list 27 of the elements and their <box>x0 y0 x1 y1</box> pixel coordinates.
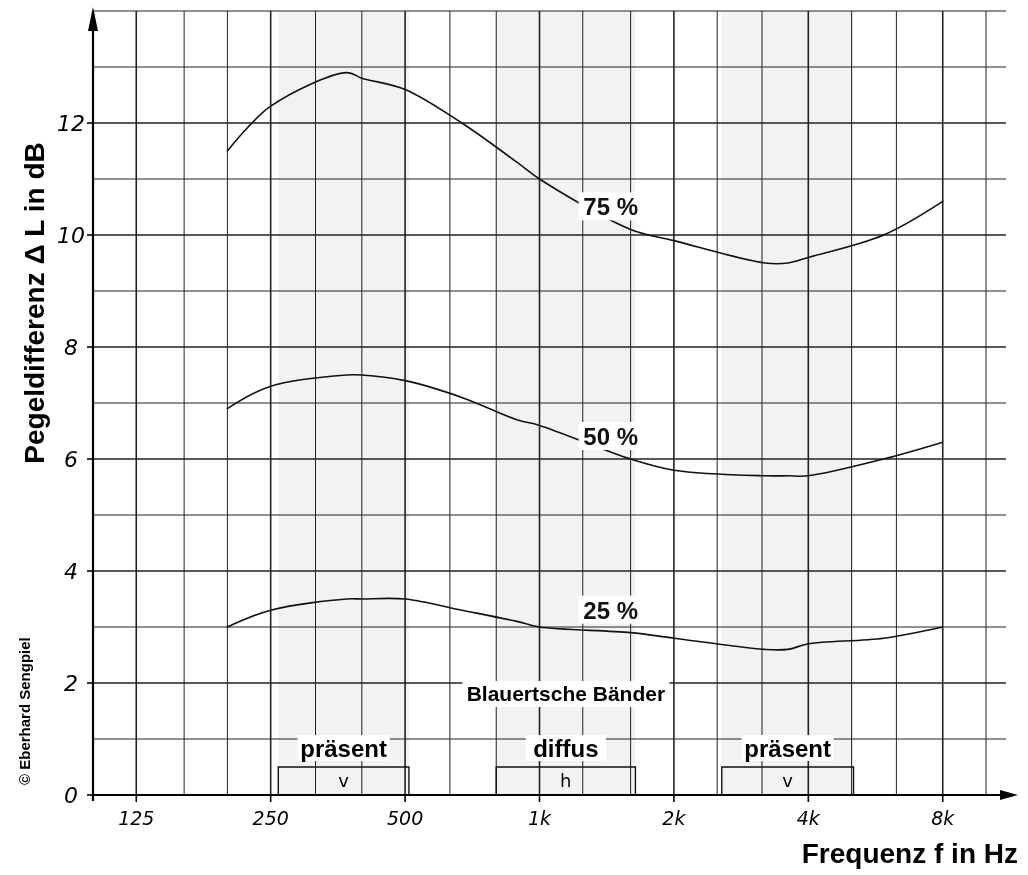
x-axis-title: Frequenz f in Hz <box>801 838 1018 869</box>
annotation: v <box>338 770 350 792</box>
y-tick-label: 4 <box>64 559 78 584</box>
series-label: 50 % <box>583 423 638 450</box>
x-tick-label: 125 <box>118 807 155 829</box>
x-tick-label: 500 <box>386 807 424 829</box>
y-tick-label: 12 <box>57 111 85 136</box>
x-tick-label: 4k <box>796 807 821 829</box>
y-tick-label: 8 <box>64 335 78 360</box>
y-tick-label: 6 <box>64 447 78 472</box>
annotation: h <box>560 770 572 792</box>
y-tick-label: 0 <box>64 783 78 808</box>
band-label: diffus <box>533 735 599 762</box>
y-axis-title: Pegeldifferenz Δ L in dB <box>19 142 50 464</box>
text: © Eberhard Sengpiel <box>16 637 33 785</box>
y-tick-label: 2 <box>64 671 78 696</box>
series-label: 25 % <box>583 596 638 624</box>
x-tick-label: 1k <box>527 807 553 829</box>
band-label: präsent <box>300 735 387 762</box>
band-label: präsent <box>744 735 831 762</box>
annotation: Blauertsche Bänder <box>466 682 666 705</box>
x-tick-label: 8k <box>931 807 956 829</box>
annotation: v <box>782 770 794 792</box>
x-tick-label: 2k <box>662 807 687 829</box>
y-tick-label: 10 <box>57 223 85 248</box>
x-tick-label: 250 <box>252 807 289 829</box>
series-label: 75 % <box>583 193 638 221</box>
